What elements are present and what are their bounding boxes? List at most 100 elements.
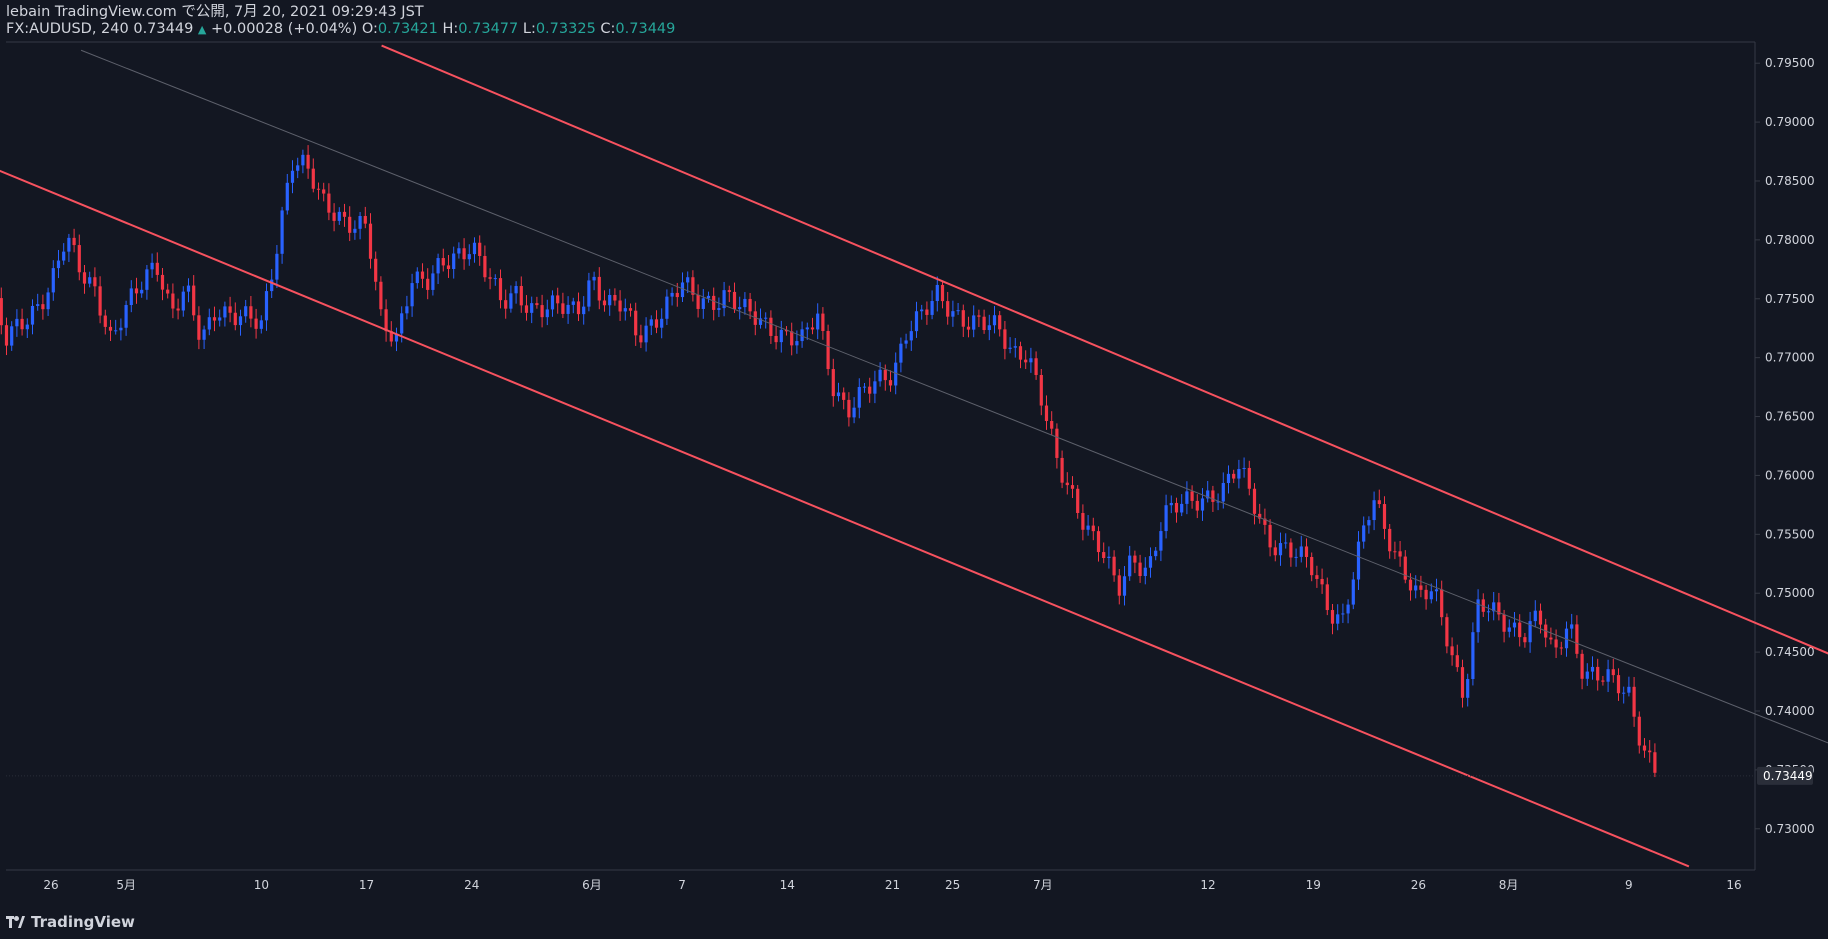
candle-body [1003,329,1007,349]
candle-body [124,305,128,328]
candle-body [1382,504,1387,529]
candle-body [1653,752,1657,773]
candle-body [129,288,133,306]
candle-body [30,305,35,325]
candle-body [493,278,497,280]
candle-body [1502,614,1506,632]
candle-body [1221,483,1225,502]
candle-body [717,308,721,310]
change-value: +0.00028 (+0.04%) [211,21,358,37]
candle-body [561,303,565,314]
candle-body [1034,358,1038,375]
candle-body [576,301,581,315]
candle-body [322,189,326,194]
candle-body [712,295,716,310]
candle-body [249,306,253,319]
candle-body [795,341,799,346]
candle-body [462,248,466,260]
candle-body [46,292,50,310]
candle-body [904,340,908,344]
candle-body [602,300,607,306]
candle-body [1362,525,1366,542]
candle-body [119,327,123,331]
symbol-label[interactable]: FX:AUDUSD, 240 [6,21,129,37]
candle-body [306,154,310,169]
candle-body [608,294,612,306]
candle-body [472,242,477,255]
candle-body [805,327,809,330]
candle-body [1091,525,1095,532]
tradingview-logo[interactable]: TradingView [6,913,135,931]
brand-label: TradingView [31,913,135,931]
candle-body [1408,579,1413,591]
candle-body [1268,524,1272,548]
time-tick-label: 17 [359,878,374,892]
high-label: H: [442,21,459,37]
candle-body [1575,624,1579,654]
candle-body [1533,610,1537,622]
candle-body [1424,589,1428,600]
candle-body [1336,614,1340,624]
candle-body [342,211,347,217]
candle-body [514,286,518,294]
candle-body [1273,547,1277,556]
time-tick-label: 25 [945,878,960,892]
candle-body [1107,556,1111,559]
candle-body [1211,490,1215,502]
candle-body [868,386,872,394]
candle-body [1351,579,1355,605]
candle-body [353,228,357,233]
candle-body [1029,358,1033,363]
price-tick-label: 0.75500 [1765,527,1815,541]
candle-body [1258,513,1262,519]
candle-body [290,170,295,183]
time-tick-label: 12 [1200,878,1215,892]
candle-body [207,317,211,330]
candle-body [1024,359,1028,363]
close-label: C: [600,21,616,37]
candle-body [1596,666,1600,681]
candle-body [556,295,560,304]
candle-body [1372,500,1376,521]
candle-body [696,294,700,309]
time-tick-label: 26 [43,878,58,892]
candle-body [1128,555,1132,577]
candle-body [1486,611,1491,613]
candle-body [1330,610,1335,624]
mid-channel-line [80,49,1828,744]
candle-body [810,327,815,330]
candle-body [171,293,175,309]
candle-body [1627,686,1631,693]
open-value: 0.73421 [377,21,438,37]
candle-body [166,289,170,294]
candle-body [1471,632,1475,680]
candle-body [790,331,794,346]
candle-body [691,277,695,295]
candle-body [571,301,575,305]
open-label: O: [361,21,378,37]
candle-body [639,335,643,343]
candle-body [1242,467,1246,470]
price-tick-label: 0.78000 [1765,233,1815,247]
candle-body [296,165,300,171]
candle-body [25,324,29,330]
candle-body [41,304,45,310]
candle-body [1492,602,1496,612]
candle-body [62,251,66,261]
candle-body [254,318,258,329]
low-value: 0.73325 [535,21,596,37]
candle-body [597,276,601,301]
candle-body [1481,599,1485,612]
candle-body [774,335,778,343]
candle-body [972,315,976,330]
candle-body [259,320,263,329]
candle-body [264,291,269,321]
candle-body [847,399,851,418]
candle-body [1460,667,1465,698]
lower-channel-line [0,169,1690,868]
price-tick-label: 0.77000 [1765,351,1815,365]
candle-body [530,303,534,313]
candle-body [1013,346,1017,348]
candle-body [1580,653,1584,679]
